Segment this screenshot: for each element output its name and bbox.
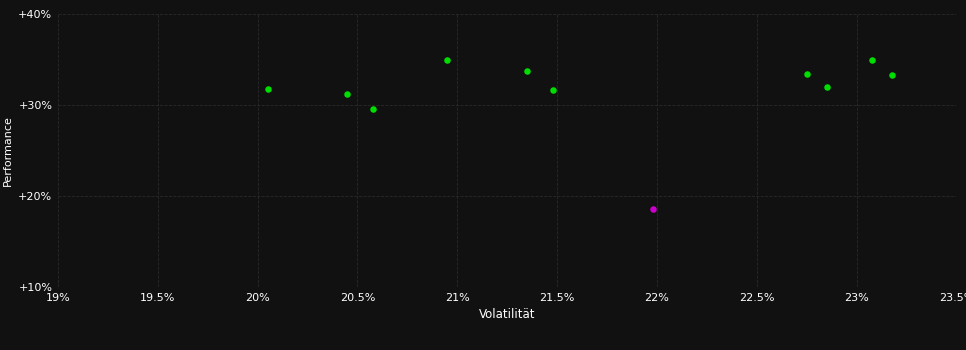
Point xyxy=(366,106,382,111)
Point xyxy=(340,91,355,97)
Point xyxy=(520,69,535,74)
Point xyxy=(865,58,880,63)
Point xyxy=(440,57,455,62)
Point xyxy=(885,72,900,78)
X-axis label: Volatilität: Volatilität xyxy=(479,308,535,321)
Point xyxy=(546,87,561,92)
Point xyxy=(260,86,275,91)
Point xyxy=(819,84,835,90)
Point xyxy=(799,71,814,77)
Point xyxy=(645,206,661,211)
Y-axis label: Performance: Performance xyxy=(3,115,13,186)
